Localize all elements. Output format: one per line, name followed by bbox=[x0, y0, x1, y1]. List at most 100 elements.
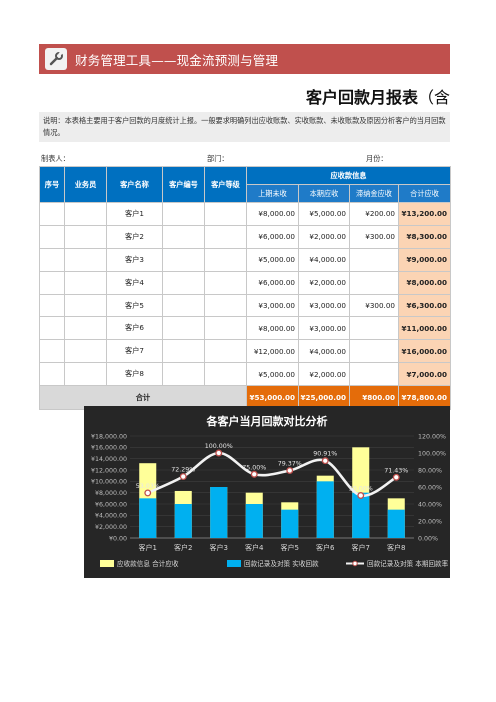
legend-marker-rate bbox=[352, 560, 358, 567]
customer-name[interactable]: 客户5 bbox=[106, 293, 163, 318]
table-row[interactable]: 客户5 ¥3,000.00 ¥3,000.00 ¥300.00 ¥6,300.00 bbox=[39, 293, 452, 318]
customer-name[interactable]: 客户4 bbox=[106, 270, 163, 295]
prev-cell[interactable]: ¥12,000.00 bbox=[246, 339, 299, 364]
subheader-late: 滞纳金应收 bbox=[349, 184, 399, 203]
total-cell[interactable]: ¥8,300.00 bbox=[397, 224, 452, 249]
y-tick-label: ¥10,000.00 bbox=[91, 479, 127, 486]
table-row[interactable]: 客户7 ¥12,000.00 ¥4,000.00 ¥16,000.00 bbox=[39, 339, 452, 364]
y-tick-label: ¥12,000.00 bbox=[91, 467, 127, 474]
table-row[interactable]: 客户1 ¥8,000.00 ¥5,000.00 ¥200.00 ¥13,200.00 bbox=[39, 202, 452, 226]
table-row[interactable]: 客户2 ¥6,000.00 ¥2,000.00 ¥300.00 ¥8,300.00 bbox=[39, 224, 452, 249]
total-cell[interactable]: ¥16,000.00 bbox=[397, 339, 452, 364]
late-cell[interactable] bbox=[349, 316, 399, 341]
y2-tick-label: 120.00% bbox=[418, 433, 446, 440]
late-cell[interactable] bbox=[349, 339, 399, 364]
x-tick-label: 客户2 bbox=[174, 543, 192, 552]
legend-label-rate: 回款记录及对策 本期回款率 bbox=[367, 559, 449, 568]
curr-cell[interactable]: ¥2,000.00 bbox=[298, 224, 350, 249]
customer-name[interactable]: 客户3 bbox=[106, 247, 163, 272]
curr-cell[interactable]: ¥3,000.00 bbox=[298, 316, 350, 341]
meta-row: 制表人： 部门： 月份： bbox=[39, 154, 450, 166]
header-customer-no: 客户编号 bbox=[162, 166, 205, 203]
rate-data-label: 53.03% bbox=[136, 483, 160, 490]
y2-tick-label: 0.00% bbox=[418, 535, 438, 542]
late-cell[interactable]: ¥300.00 bbox=[349, 293, 399, 318]
chart-svg: 各客户当月回款对比分析 ¥0.00 ¥2,000.00 ¥4,000.00 ¥6,000… bbox=[91, 414, 449, 568]
y-tick-label: ¥18,000.00 bbox=[91, 433, 127, 440]
rate-data-label: 50.00% bbox=[349, 486, 373, 493]
customer-name[interactable]: 客户8 bbox=[106, 362, 163, 387]
bar-paid bbox=[387, 509, 405, 538]
bar-paid bbox=[316, 481, 334, 538]
header-customer-name: 客户名称 bbox=[106, 166, 163, 203]
wrench-icon bbox=[45, 48, 67, 70]
rate-data-label: 75.00% bbox=[242, 464, 266, 471]
department-label: 部门： bbox=[207, 154, 229, 163]
customer-name[interactable]: 客户6 bbox=[106, 316, 163, 341]
curr-cell[interactable]: ¥4,000.00 bbox=[298, 339, 350, 364]
total-cell[interactable]: ¥6,300.00 bbox=[397, 293, 452, 318]
total-cell[interactable]: ¥7,000.00 bbox=[397, 362, 452, 387]
y2-tick-label: 60.00% bbox=[418, 484, 442, 491]
bar-paid bbox=[174, 504, 192, 538]
bar-paid bbox=[139, 498, 157, 538]
prev-cell[interactable]: ¥6,000.00 bbox=[246, 224, 299, 249]
legend-swatch-paid bbox=[227, 560, 241, 567]
receivables-table: 序号 业务员 客户名称 客户编号 客户等级 应收款信息 上期未收 本期应收 滞纳… bbox=[39, 166, 452, 411]
rate-data-label: 90.91% bbox=[313, 451, 337, 458]
late-cell[interactable] bbox=[349, 247, 399, 272]
y2-tick-label: 100.00% bbox=[418, 450, 446, 457]
table-row[interactable]: 客户3 ¥5,000.00 ¥4,000.00 ¥9,000.00 bbox=[39, 247, 452, 272]
rate-data-label: 71.43% bbox=[384, 467, 408, 474]
rate-point bbox=[286, 467, 294, 474]
total-cell[interactable]: ¥11,000.00 bbox=[397, 316, 452, 341]
tool-title: 财务管理工具——现金流预测与管理 bbox=[75, 52, 279, 68]
prev-cell[interactable]: ¥6,000.00 bbox=[246, 270, 299, 295]
y-tick-label: ¥8,000.00 bbox=[95, 490, 127, 497]
y2-tick-label: 20.00% bbox=[418, 518, 442, 525]
curr-cell[interactable]: ¥2,000.00 bbox=[298, 270, 350, 295]
y2-tick-label: 80.00% bbox=[418, 467, 442, 474]
customer-name[interactable]: 客户2 bbox=[106, 224, 163, 249]
total-cell[interactable]: ¥13,200.00 bbox=[397, 202, 452, 226]
header-receivable-group: 应收款信息 bbox=[245, 166, 452, 185]
rate-point bbox=[392, 473, 400, 481]
prev-cell[interactable]: ¥8,000.00 bbox=[246, 202, 299, 226]
prev-cell[interactable]: ¥3,000.00 bbox=[246, 293, 299, 318]
header-salesperson: 业务员 bbox=[64, 166, 107, 203]
curr-cell[interactable]: ¥2,000.00 bbox=[298, 362, 350, 387]
y-tick-label: ¥0.00 bbox=[109, 535, 127, 542]
prev-cell[interactable]: ¥5,000.00 bbox=[246, 247, 299, 272]
legend-label-paid: 回款记录及对策 实收回款 bbox=[244, 559, 319, 568]
collection-chart: 各客户当月回款对比分析 ¥0.00 ¥2,000.00 ¥4,000.00 ¥6,000… bbox=[84, 406, 450, 578]
x-tick-label: 客户8 bbox=[387, 543, 405, 552]
prev-cell[interactable]: ¥5,000.00 bbox=[246, 362, 299, 387]
subheader-prev: 上期未收 bbox=[246, 184, 299, 203]
late-cell[interactable]: ¥300.00 bbox=[349, 224, 399, 249]
y-tick-label: ¥16,000.00 bbox=[91, 445, 127, 452]
header-seq: 序号 bbox=[39, 166, 65, 203]
curr-cell[interactable]: ¥5,000.00 bbox=[298, 202, 350, 226]
sum-late: ¥800.00 bbox=[349, 385, 399, 411]
customer-name[interactable]: 客户1 bbox=[106, 202, 163, 226]
late-cell[interactable]: ¥200.00 bbox=[349, 202, 399, 226]
rate-point bbox=[179, 473, 187, 481]
month-label: 月份： bbox=[366, 154, 388, 163]
total-cell[interactable]: ¥9,000.00 bbox=[397, 247, 452, 272]
bar-paid bbox=[210, 487, 228, 538]
rate-point bbox=[215, 449, 223, 457]
bar-paid bbox=[245, 504, 263, 538]
table-row[interactable]: 客户8 ¥5,000.00 ¥2,000.00 ¥7,000.00 bbox=[39, 362, 452, 387]
total-cell[interactable]: ¥8,000.00 bbox=[397, 270, 452, 295]
table-row[interactable]: 客户4 ¥6,000.00 ¥2,000.00 ¥8,000.00 bbox=[39, 270, 452, 295]
description: 说明：本表格主要用于客户回款的月度统计上报。一般要求明确列出应收账款、实收账款、… bbox=[39, 112, 450, 142]
prev-cell[interactable]: ¥8,000.00 bbox=[246, 316, 299, 341]
table-row[interactable]: 客户6 ¥8,000.00 ¥3,000.00 ¥11,000.00 bbox=[39, 316, 452, 341]
customer-name[interactable]: 客户7 bbox=[106, 339, 163, 364]
curr-cell[interactable]: ¥4,000.00 bbox=[298, 247, 350, 272]
y2-tick-label: 40.00% bbox=[418, 501, 442, 508]
curr-cell[interactable]: ¥3,000.00 bbox=[298, 293, 350, 318]
y-tick-label: ¥2,000.00 bbox=[95, 524, 127, 531]
late-cell[interactable] bbox=[349, 362, 399, 387]
late-cell[interactable] bbox=[349, 270, 399, 295]
